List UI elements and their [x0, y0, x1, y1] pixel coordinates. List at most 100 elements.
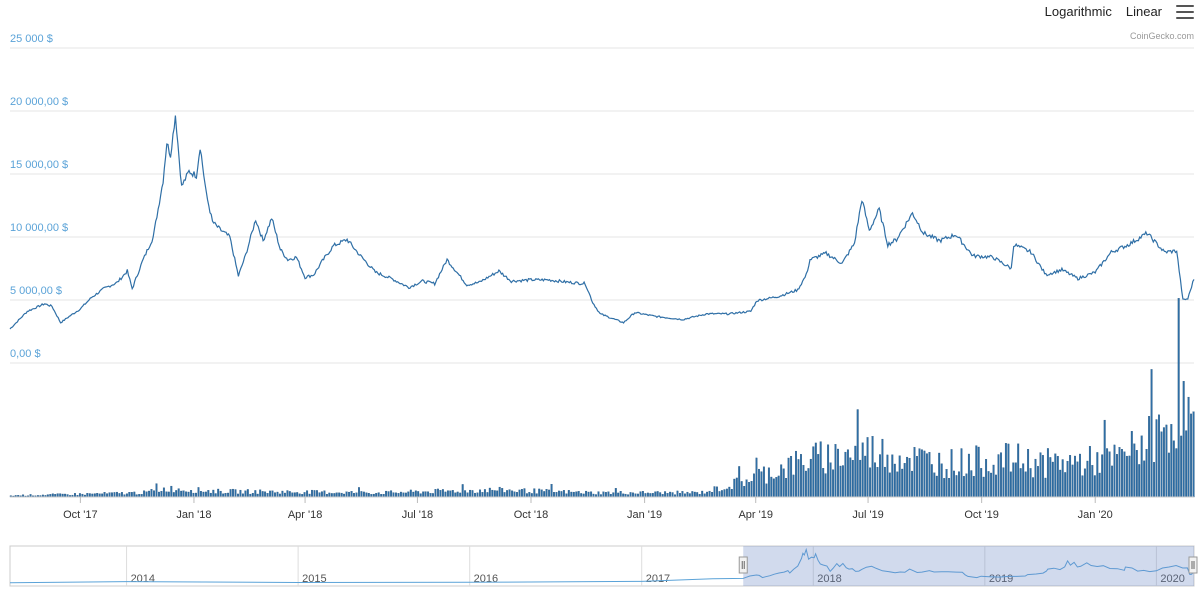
volume-bar [459, 492, 462, 498]
volume-bar [923, 450, 926, 498]
volume-bar [1019, 468, 1022, 498]
menu-icon[interactable] [1176, 4, 1194, 19]
volume-bar [93, 493, 96, 498]
volume-bar [659, 492, 662, 498]
volume-bar [970, 470, 973, 498]
volume-bar [888, 472, 891, 498]
volume-bar [538, 488, 541, 498]
volume-bar [491, 489, 494, 498]
volume-bar [982, 476, 985, 498]
volume-bar [802, 465, 805, 498]
volume-bar [612, 492, 615, 498]
volume-bar [199, 491, 202, 498]
volume-bar [269, 490, 272, 498]
volume-bar [330, 493, 333, 498]
volume-bar [696, 492, 699, 498]
volume-bar [728, 486, 731, 498]
volume-bar [1039, 452, 1042, 498]
volume-bar [496, 490, 499, 498]
volume-bar [528, 492, 531, 498]
navigator-year-label: 2016 [474, 573, 498, 585]
volume-bar [456, 491, 459, 498]
volume-bar [271, 490, 274, 498]
volume-bar [1155, 419, 1158, 498]
x-tick-label: Jul '19 [852, 509, 883, 521]
volume-bar [106, 493, 109, 498]
volume-bar [417, 491, 420, 498]
volume-bar [718, 491, 721, 498]
volume-bar [74, 493, 76, 498]
volume-bar [977, 446, 980, 498]
volume-bar [1027, 449, 1030, 498]
volume-bar [399, 491, 402, 498]
volume-bar [995, 474, 997, 498]
volume-bar [167, 491, 170, 498]
volume-bar [1143, 460, 1146, 498]
volume-bar [1007, 443, 1010, 498]
volume-bar [735, 477, 738, 498]
navigator-left-handle[interactable] [738, 556, 748, 574]
volume-bar [580, 493, 583, 498]
x-tick-label: Jan '18 [176, 509, 211, 521]
volume-bar [891, 454, 894, 498]
volume-bar [1113, 444, 1116, 498]
volume-bar [488, 487, 491, 498]
volume-bar [293, 492, 296, 498]
volume-bar [118, 493, 121, 498]
volume-bar [274, 492, 276, 498]
volume-bar [1162, 427, 1165, 498]
volume-bar [669, 491, 672, 498]
volume-bar [859, 459, 862, 498]
volume-bar [997, 454, 1000, 498]
volume-bars [9, 298, 1195, 498]
volume-bar [814, 442, 817, 498]
volume-bar [150, 489, 153, 498]
volume-bar [713, 486, 716, 498]
volume-bar [617, 492, 620, 498]
volume-bar [365, 492, 368, 498]
volume-bar [1153, 462, 1156, 498]
volume-bar [765, 483, 768, 498]
volume-bar [688, 493, 691, 498]
volume-bar [367, 493, 370, 498]
volume-bar [639, 491, 642, 498]
volume-bar [224, 493, 227, 498]
volume-bar [1012, 462, 1015, 498]
volume-bar [856, 409, 859, 498]
volume-bar [148, 490, 151, 498]
volume-bar [128, 492, 131, 498]
volume-bar [318, 492, 321, 498]
volume-bar [246, 489, 249, 498]
chart-credit[interactable]: CoinGecko.com [1129, 31, 1194, 41]
volume-bar [476, 492, 479, 498]
volume-bar [886, 454, 889, 498]
volume-bar [350, 491, 353, 498]
volume-bar [540, 489, 543, 498]
volume-bar [227, 492, 230, 498]
volume-bar [874, 462, 876, 498]
volume-bar [1051, 461, 1054, 498]
volume-bar [120, 492, 123, 498]
volume-bar [1108, 451, 1111, 498]
volume-bar [772, 478, 775, 498]
volume-bar [197, 487, 200, 498]
volume-bar [390, 490, 393, 498]
volume-bar [743, 486, 746, 498]
volume-bar [518, 489, 521, 498]
logarithmic-button[interactable]: Logarithmic [1044, 4, 1112, 19]
volume-bar [469, 489, 472, 498]
volume-bar [1076, 461, 1079, 498]
volume-bar [943, 478, 946, 498]
volume-bar [938, 452, 941, 498]
navigator-right-handle[interactable] [1188, 556, 1198, 574]
volume-bar [493, 490, 496, 498]
volume-bar [345, 491, 348, 498]
volume-bar [508, 489, 511, 498]
x-tick-label: Oct '19 [964, 509, 999, 521]
volume-bar [1121, 449, 1123, 498]
volume-bar [681, 491, 684, 498]
linear-button[interactable]: Linear [1125, 4, 1162, 19]
volume-bar [56, 493, 59, 498]
